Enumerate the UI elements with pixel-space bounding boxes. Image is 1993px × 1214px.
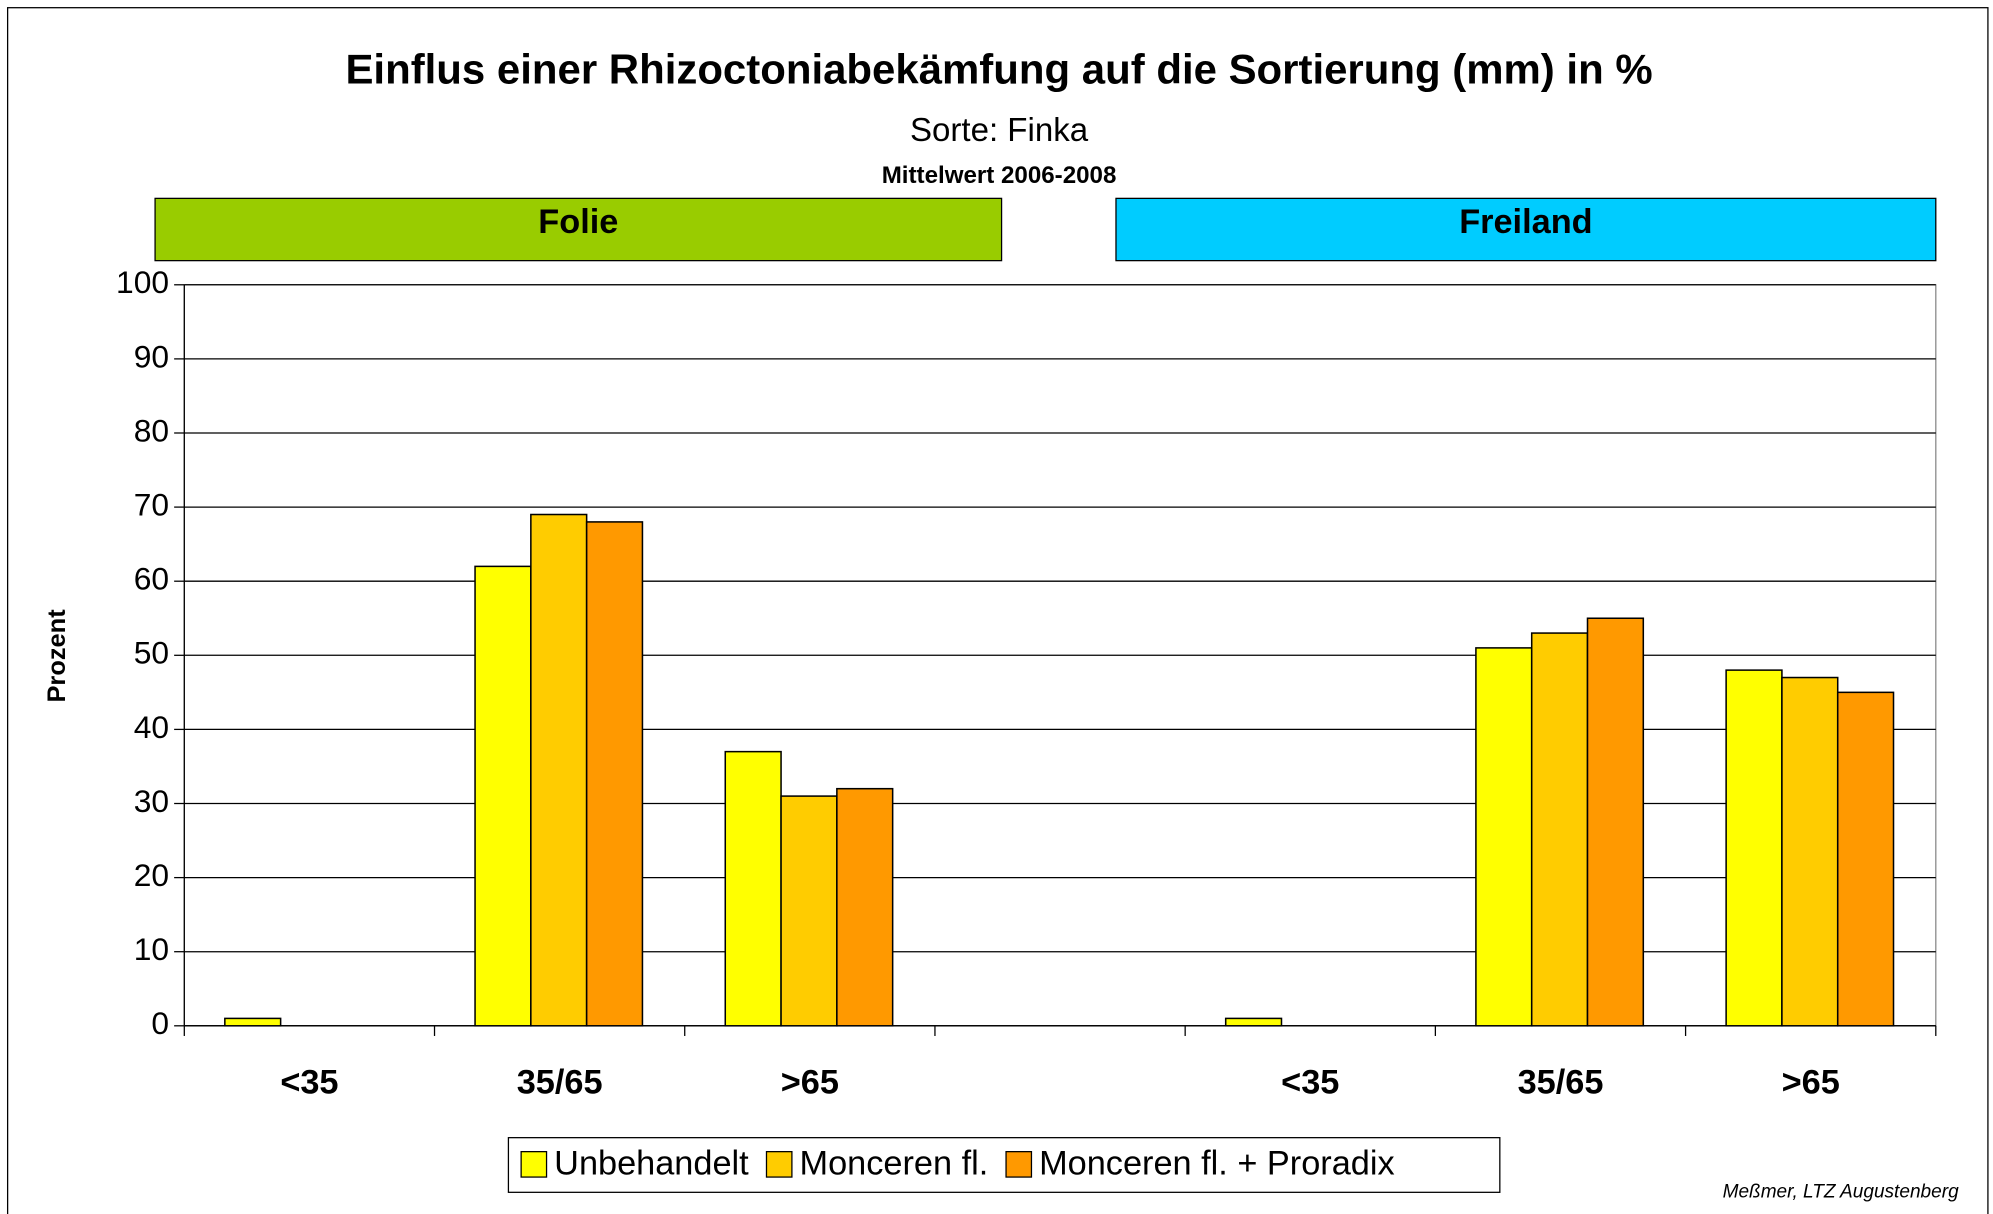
x-tick-label: <35: [1281, 1063, 1339, 1101]
bar: [474, 565, 532, 1027]
legend-label: Monceren fl. + Proradix: [1039, 1145, 1395, 1183]
bar: [780, 795, 838, 1027]
x-tick-label: 35/65: [517, 1063, 603, 1101]
chart-title: Einflus einer Rhizoctoniabekämfung auf d…: [345, 46, 1652, 93]
legend-swatch: [1005, 1151, 1033, 1178]
legend-label: Unbehandelt: [554, 1145, 749, 1183]
y-tick-label: 90: [134, 338, 169, 374]
y-tick-label: 0: [151, 1005, 169, 1041]
y-axis-label: Prozent: [43, 609, 71, 703]
y-tick-label: 80: [134, 412, 169, 448]
group-label: Freiland: [1459, 203, 1592, 241]
y-tick-label: 60: [134, 561, 169, 597]
y-tick-label: 20: [134, 857, 169, 893]
y-tick-label: 100: [116, 264, 169, 300]
x-tick-label: >65: [781, 1063, 839, 1101]
bar: [224, 1017, 282, 1027]
bar: [1224, 1017, 1283, 1027]
x-tick-label: 35/65: [1518, 1063, 1604, 1101]
chart-period: Mittelwert 2006-2008: [882, 162, 1117, 189]
legend-label: Monceren fl.: [800, 1145, 989, 1183]
group-label: Folie: [538, 203, 618, 241]
y-tick-label: 40: [134, 709, 169, 745]
y-tick-label: 50: [134, 635, 169, 671]
legend-swatch: [765, 1151, 793, 1178]
bar: [1475, 647, 1533, 1027]
bar: [836, 787, 894, 1027]
source-note: Meßmer, LTZ Augustenberg: [1723, 1181, 1959, 1202]
bar: [530, 513, 588, 1027]
bar: [1781, 676, 1839, 1027]
x-tick-label: <35: [280, 1063, 338, 1101]
bar: [1836, 691, 1895, 1027]
y-tick-label: 70: [134, 486, 169, 522]
legend-swatch: [520, 1151, 548, 1178]
x-tick-label: >65: [1782, 1063, 1840, 1101]
group-header: [1115, 197, 1937, 262]
bar: [1530, 632, 1589, 1027]
chart-subtitle: Sorte: Finka: [910, 112, 1089, 149]
y-tick-label: 30: [134, 783, 169, 819]
bar: [1586, 617, 1645, 1027]
bar: [585, 521, 644, 1027]
y-tick-label: 10: [134, 931, 169, 967]
legend-box: [507, 1137, 1501, 1193]
bar: [724, 750, 782, 1027]
group-header: [154, 197, 1003, 262]
bar: [1725, 669, 1783, 1027]
